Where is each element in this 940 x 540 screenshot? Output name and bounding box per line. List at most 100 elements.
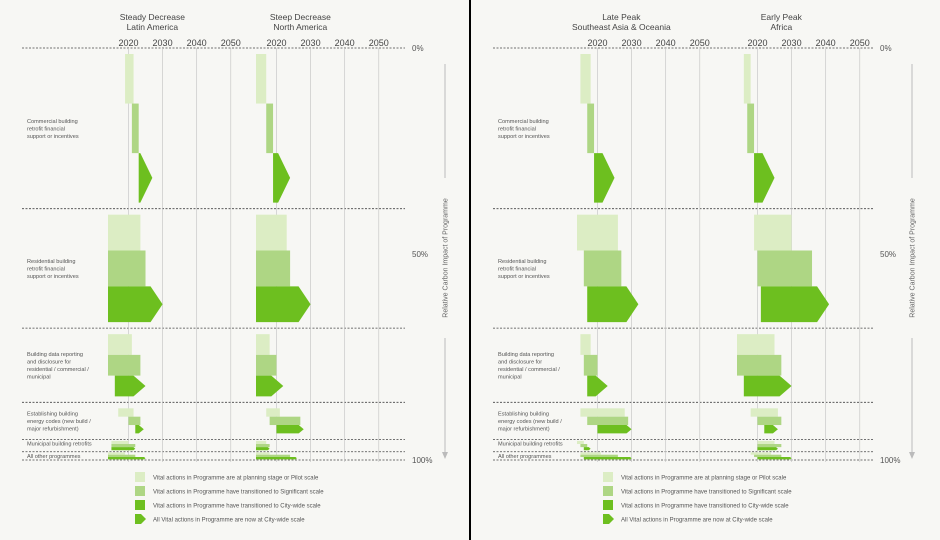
- bar-bottom-city-wide-arrow: [276, 425, 304, 434]
- row-label-line: energy codes (new build /: [498, 419, 562, 425]
- bar-mid-significant: [256, 354, 277, 376]
- row-label-line: retrofit financial: [498, 126, 536, 132]
- y-axis-arrowhead: [442, 452, 448, 459]
- x-tick-label: 2050: [690, 38, 710, 48]
- bar-top-planning-pilot: [125, 54, 134, 104]
- x-tick-label: 2040: [335, 38, 355, 48]
- y-axis-title-bg: [907, 178, 917, 338]
- bar-bottom-city-wide-arrow: [256, 447, 270, 451]
- y-tick-label: 0%: [412, 44, 424, 53]
- chart-title-line: Steady Decrease: [120, 12, 185, 22]
- bar-mid-significant: [580, 454, 618, 458]
- bar-bottom-city-wide-arrow: [594, 153, 615, 203]
- bar-top-planning-pilot: [256, 54, 267, 104]
- bar-top-planning-pilot: [743, 54, 751, 104]
- legend-swatch-arrow: [603, 514, 614, 524]
- bar-mid-significant: [587, 103, 595, 154]
- bar-mid-significant: [108, 454, 136, 458]
- bar-top-planning-pilot: [256, 452, 270, 455]
- bar-top-planning-pilot: [580, 54, 591, 104]
- x-tick-label: 2030: [153, 38, 173, 48]
- bar-mid-significant: [757, 444, 782, 448]
- bar-bottom-city-wide-arrow: [256, 457, 297, 460]
- x-tick-label: 2040: [187, 38, 207, 48]
- bar-bottom-city-wide-arrow: [111, 447, 136, 451]
- bar-bottom-city-wide-arrow: [587, 286, 639, 323]
- x-tick-label: 2030: [301, 38, 321, 48]
- bar-mid-significant: [580, 444, 588, 448]
- legend-swatch: [135, 472, 145, 482]
- bar-bottom-city-wide-arrow: [138, 153, 153, 203]
- bar-top-planning-pilot: [256, 214, 287, 251]
- bar-mid-significant: [587, 416, 629, 426]
- row-label-line: Residential building: [498, 259, 547, 265]
- x-tick-label: 2050: [369, 38, 389, 48]
- x-tick-label: 2020: [118, 38, 138, 48]
- row-label-line: Building data reporting: [27, 352, 83, 358]
- x-tick-label: 2030: [782, 38, 802, 48]
- x-tick-label: 2050: [221, 38, 241, 48]
- chart-title-line: North America: [273, 22, 327, 32]
- bar-mid-significant: [583, 250, 622, 287]
- bar-top-planning-pilot: [757, 440, 775, 445]
- bar-top-planning-pilot: [577, 440, 584, 445]
- row-label-line: Municipal building retrofits: [27, 441, 92, 447]
- bar-top-planning-pilot: [750, 452, 772, 455]
- row-label-line: municipal: [498, 374, 522, 380]
- row-label-line: support or incentives: [27, 274, 79, 280]
- bar-mid-significant: [131, 103, 139, 154]
- bar-top-planning-pilot: [750, 408, 778, 417]
- bar-mid-significant: [737, 354, 782, 376]
- legend-label: Vital actions in Programme have transiti…: [621, 504, 789, 510]
- chart-title-line: Early Peak: [761, 12, 803, 22]
- bar-mid-significant: [757, 416, 782, 426]
- row-label-line: Establishing building: [498, 411, 549, 417]
- row-label-line: energy codes (new build /: [27, 419, 91, 425]
- y-axis-title: Relative Carbon Impact of Programme: [910, 198, 917, 318]
- left-panel: Steady Decrease Latin America 2020 2030 2040…: [0, 0, 469, 540]
- bar-bottom-city-wide-arrow: [256, 375, 284, 397]
- bar-top-planning-pilot: [266, 408, 280, 417]
- bar-bottom-city-wide-arrow: [135, 425, 144, 434]
- bar-bottom-city-wide-arrow: [256, 286, 311, 323]
- row-label-line: residential / commercial /: [498, 367, 560, 373]
- bar-top-planning-pilot: [580, 452, 601, 455]
- bar-mid-significant: [747, 103, 755, 154]
- y-tick-label: 100%: [880, 456, 900, 465]
- bar-mid-significant: [754, 454, 782, 458]
- bar-bottom-city-wide-arrow: [583, 447, 591, 451]
- bar-mid-significant: [266, 103, 274, 154]
- legend-label: Vital actions in Programme have transiti…: [153, 490, 324, 496]
- bar-mid-significant: [256, 444, 270, 448]
- y-axis-title: Relative Carbon Impact of Programme: [443, 198, 450, 318]
- bar-bottom-city-wide-arrow: [757, 447, 778, 451]
- x-tick-label: 2020: [266, 38, 286, 48]
- legend-swatch: [603, 500, 613, 510]
- bar-top-planning-pilot: [108, 452, 126, 455]
- row-label-line: Commercial building: [498, 119, 549, 125]
- legend-label: Vital actions in Programme have transiti…: [153, 504, 321, 510]
- y-tick-label: 50%: [412, 250, 428, 259]
- bar-bottom-city-wide-arrow: [743, 375, 792, 397]
- legend-swatch: [135, 486, 145, 496]
- bar-top-planning-pilot: [256, 440, 267, 445]
- row-label-line: retrofit financial: [27, 266, 65, 272]
- bar-bottom-city-wide-arrow: [114, 375, 146, 397]
- x-tick-label: 2030: [622, 38, 642, 48]
- y-axis-arrowhead: [909, 452, 915, 459]
- y-tick-label: 50%: [880, 250, 896, 259]
- bar-mid-significant: [583, 354, 598, 376]
- chart-title-line: Southeast Asia & Oceania: [572, 22, 671, 32]
- row-label-line: retrofit financial: [498, 266, 536, 272]
- row-label-line: support or incentives: [498, 134, 550, 140]
- bar-bottom-city-wide-arrow: [597, 425, 632, 434]
- chart-title-line: Late Peak: [602, 12, 641, 22]
- bar-bottom-city-wide-arrow: [273, 153, 291, 203]
- legend-label: Vital actions in Programme have transiti…: [621, 490, 792, 496]
- x-tick-label: 2040: [656, 38, 676, 48]
- legend-label: All Vital actions in Programme are now a…: [153, 518, 305, 524]
- right-panel: Late Peak Southeast Asia & Oceania 2020 203…: [471, 0, 940, 540]
- bar-top-planning-pilot: [256, 334, 270, 355]
- bar-mid-significant: [269, 416, 301, 426]
